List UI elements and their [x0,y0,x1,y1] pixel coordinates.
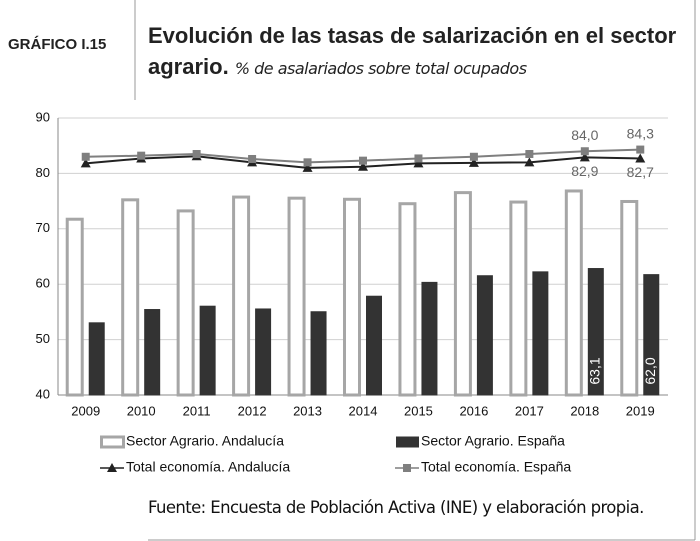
bar [232,195,251,397]
title-block: Evolución de las tasas de salarización e… [148,20,688,84]
marker [468,157,479,167]
legend-label: Sector Agrario. España [421,433,565,449]
data-label: 77,1 [565,357,581,384]
x-tick-label: 2016 [459,403,488,418]
bar [421,281,438,396]
marker [524,157,535,167]
bar [65,217,84,397]
marker [413,158,424,168]
data-label: 84,3 [627,125,654,141]
marker [525,150,534,159]
x-tick-label: 2012 [238,403,267,418]
bar [199,305,216,396]
marker [636,145,645,154]
y-tick-label: 80 [36,165,50,180]
bar [255,308,272,396]
legend-marker [403,464,411,472]
y-tick-label: 90 [36,109,50,124]
bar [343,197,361,397]
bar [532,271,549,396]
bar [144,309,161,396]
x-tick-label: 2009 [71,403,100,418]
marker [635,153,646,163]
bar [476,275,493,396]
marker [302,162,313,172]
source: Fuente: Encuesta de Población Activa (IN… [148,498,644,517]
marker [192,150,201,159]
x-tick-label: 2019 [626,403,655,418]
bar [453,191,472,397]
x-tick-label: 2015 [404,403,433,418]
data-label: 75,2 [620,357,636,384]
y-tick-label: 50 [36,331,50,346]
marker [469,152,478,161]
bar [587,268,604,396]
chart-title: Evolución de las tasas de salarización e… [148,23,677,79]
legend-label: Total economía. España [421,459,571,475]
y-tick-label: 70 [36,220,50,235]
data-label: 84,0 [571,127,598,143]
legend-swatch [396,436,419,448]
y-tick-label: 40 [36,386,50,401]
figure-label: GRÁFICO I.15 [8,36,107,53]
marker [580,147,589,156]
legend-marker [107,463,117,472]
marker [248,154,257,163]
x-tick-label: 2010 [127,403,156,418]
bar [509,200,528,397]
marker [414,154,423,163]
legend-swatch [100,435,125,449]
bar [310,311,327,396]
marker [81,152,90,161]
bar [398,202,417,397]
y-tick-label: 60 [36,276,50,291]
marker [579,152,590,162]
data-label: 62,0 [642,357,658,384]
data-label: 82,7 [627,164,654,180]
marker [359,156,367,165]
bar [176,209,195,397]
data-label: 63,1 [587,357,603,384]
marker [80,158,91,168]
bar [643,274,660,396]
legend-label: Total economía. Andalucía [126,459,290,475]
x-tick-label: 2011 [183,403,211,418]
x-tick-label: 2017 [515,403,544,418]
marker [303,158,312,167]
marker [358,161,368,171]
bar [366,295,382,396]
marker [137,151,146,160]
chart-subtitle: % de asalariados sobre total ocupados [234,59,527,78]
bar [620,199,639,397]
legend-label: Sector Agrario. Andalucía [126,433,284,449]
bar [121,198,140,397]
x-tick-label: 2013 [293,403,322,418]
x-tick-label: 2018 [570,403,599,418]
bar [88,322,105,396]
bar [564,189,583,397]
data-label: 82,9 [571,163,598,179]
x-tick-label: 2014 [349,403,378,418]
bar [287,196,306,397]
